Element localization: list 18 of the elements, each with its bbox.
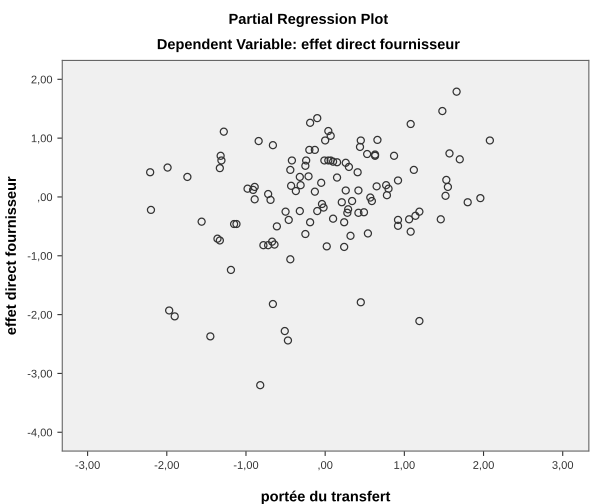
y-tick-label: -2,00 xyxy=(28,310,52,320)
y-tick-label: 2,00 xyxy=(31,76,52,85)
y-tick-label: -3,00 xyxy=(28,370,52,379)
chart-subtitle: Dependent Variable: effet direct fournisseur xyxy=(158,38,460,52)
x-tick-label: 2,00 xyxy=(473,461,494,470)
y-tick-label: -1,00 xyxy=(28,252,52,262)
x-tick-label: -2,00 xyxy=(154,461,180,470)
x-tick-label: -1,00 xyxy=(234,461,258,470)
y-tick-label: -4,00 xyxy=(28,428,52,438)
y-tick-label: ,00 xyxy=(38,193,52,202)
y-tick-label: 1,00 xyxy=(32,134,52,144)
x-axis-title: portée du transfert xyxy=(262,490,390,504)
x-tick-label: 1,00 xyxy=(394,461,415,470)
x-tick-label: ,00 xyxy=(318,461,332,470)
x-tick-label: 3,00 xyxy=(552,461,574,470)
y-axis-title: effet direct fournisseur xyxy=(5,176,16,335)
x-tick-label: -3,00 xyxy=(75,461,100,470)
chart-title: Partial Regression Plot xyxy=(230,13,388,27)
